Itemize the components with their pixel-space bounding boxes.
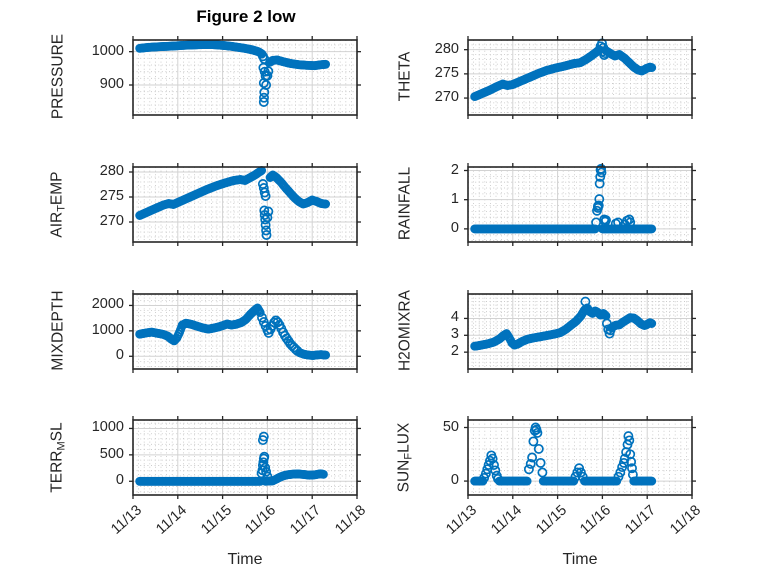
tick-marks	[129, 416, 361, 499]
y-tick-label: 0	[115, 472, 124, 489]
y-tick-label: 0	[450, 472, 459, 489]
minor-grid	[468, 40, 692, 115]
y-tick-label: 1	[450, 190, 459, 207]
y-tick-label: 1000	[91, 42, 124, 59]
subplot-mixdepth	[129, 290, 361, 373]
plot-box	[132, 166, 358, 243]
y-tick-label: 2000	[91, 296, 124, 313]
y-tick-label: 2	[450, 343, 459, 360]
subplot-sun_flux	[464, 416, 696, 499]
subplot-pressure	[129, 36, 361, 119]
x-tick-label: 11/13	[108, 502, 146, 538]
plot-box	[467, 39, 693, 116]
x-axis-label-right: Time	[562, 551, 598, 568]
x-tick-label: 11/17	[287, 502, 325, 538]
y-tick-label: 270	[99, 213, 124, 229]
x-tick-label: 11/14	[152, 502, 190, 538]
y-tick-label: 280	[434, 40, 459, 57]
x-tick-label: 11/16	[242, 502, 280, 538]
y-tick-label: 3	[450, 326, 459, 343]
subplot-theta	[464, 36, 696, 119]
y-tick-label: 275	[99, 188, 124, 204]
y-tick-label: 1000	[91, 321, 124, 338]
plot-box	[132, 39, 358, 116]
y-tick-label: 4	[450, 309, 459, 326]
y-tick-label: 0	[450, 219, 459, 236]
y-tick-label: 500	[99, 445, 124, 462]
subplot-rainfall	[464, 163, 696, 246]
plot-box	[467, 419, 693, 496]
series-markers	[470, 296, 657, 351]
series-markers	[470, 38, 657, 102]
tick-marks	[464, 290, 696, 373]
minor-grid	[468, 167, 692, 242]
y-tick-label: 1000	[91, 419, 124, 436]
subplot-terr_msl	[129, 416, 361, 499]
y-axis-label-sun_flux: SUNFLUX	[395, 422, 415, 492]
x-tick-label: 11/13	[443, 502, 481, 538]
plot-box	[467, 166, 693, 243]
y-axis-label-terr_msl: TERRMSL	[48, 421, 68, 493]
plot-box	[467, 293, 693, 370]
y-tick-label: 0	[115, 347, 124, 364]
x-tick-label: 11/15	[532, 502, 570, 538]
tick-marks	[464, 163, 696, 246]
series-markers	[135, 303, 331, 360]
series-markers	[470, 163, 657, 234]
subplot-air_temp	[129, 163, 361, 246]
y-tick-label: 2	[450, 161, 459, 178]
y-axis-label-pressure: PRESSURE	[49, 33, 67, 119]
x-tick-label: 11/18	[332, 502, 370, 538]
plot-box	[132, 419, 358, 496]
series-markers	[470, 422, 657, 486]
minor-grid	[133, 420, 357, 495]
y-tick-label: 280	[99, 163, 124, 179]
y-tick-label: 275	[434, 64, 459, 81]
x-tick-label: 11/18	[667, 502, 705, 538]
tick-marks	[129, 36, 361, 119]
series-markers	[135, 40, 331, 107]
y-tick-label: 270	[434, 89, 459, 106]
x-tick-label: 11/16	[577, 502, 615, 538]
major-grid	[468, 40, 692, 115]
y-tick-label: 900	[99, 76, 124, 92]
tick-marks	[464, 416, 696, 499]
tick-marks	[464, 36, 696, 119]
x-axis-label-left: Time	[227, 551, 263, 568]
x-tick-label: 11/15	[197, 502, 235, 538]
x-tick-label: 11/17	[622, 502, 660, 538]
series-markers	[135, 431, 328, 486]
series-markers	[135, 166, 331, 240]
tick-marks	[129, 290, 361, 373]
y-tick-label: 50	[442, 418, 459, 435]
tick-marks	[129, 163, 361, 246]
x-tick-label: 11/14	[487, 502, 525, 538]
figure-title: Figure 2 low	[196, 7, 296, 26]
subplot-h2omixra	[464, 290, 696, 373]
